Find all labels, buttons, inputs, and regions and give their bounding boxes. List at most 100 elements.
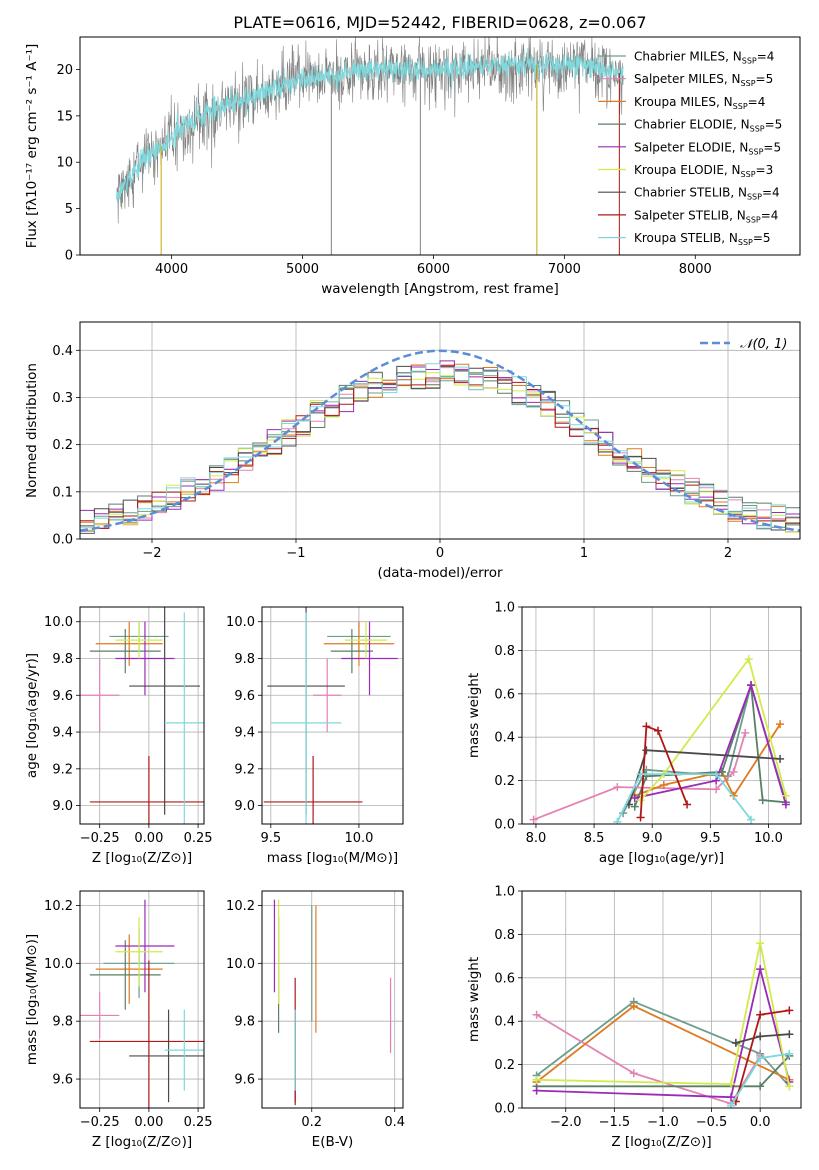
series-marker xyxy=(756,1082,765,1091)
y-tick-label: 0.6 xyxy=(494,971,515,986)
series-marker xyxy=(776,720,785,729)
series-line xyxy=(536,1013,761,1105)
legend-nssp: =5 xyxy=(756,72,774,86)
series-salpeter-elodie xyxy=(630,681,790,809)
series-marker xyxy=(756,1010,765,1019)
series-marker xyxy=(630,802,639,811)
histogram-kroupa-stelib xyxy=(80,363,800,529)
legend-label: Salpeter STELIB, NSSP=4 xyxy=(634,208,778,224)
series-marker xyxy=(532,1010,541,1019)
y-tick-label: 0 xyxy=(65,249,73,264)
series-marker xyxy=(785,1030,794,1039)
x-tick-label: 9.5 xyxy=(700,831,721,846)
legend-label: 𝒩(0, 1) xyxy=(740,337,787,352)
legend-subscript: SSP xyxy=(742,57,757,66)
x-tick-label: 0.4 xyxy=(384,1115,405,1130)
errorbar-salpeter-miles xyxy=(80,992,120,1039)
series-marker xyxy=(731,1038,740,1047)
x-axis-label: E(B-V) xyxy=(312,1134,354,1150)
legend-nssp: =4 xyxy=(748,95,766,109)
series-kroupa-stelib xyxy=(613,770,756,824)
series-marker xyxy=(654,726,663,735)
axes-mass-vs-Z: −0.25 0.00 0.25 9.6 9.8 10.0 10.2 Z [log₁₀(Z/Z⊙… xyxy=(24,890,213,1150)
errorbar-chabrier-elodie xyxy=(89,629,161,674)
y-tick-label: 1.0 xyxy=(494,885,515,900)
errorbar-kroupa-stelib xyxy=(164,612,204,824)
series-line xyxy=(639,657,787,801)
y-tick-label: 0.1 xyxy=(52,485,73,500)
errorbar-kroupa-elodie xyxy=(115,621,163,659)
y-tick-label: 9.6 xyxy=(234,689,255,704)
series-marker xyxy=(741,728,750,737)
y-tick-label: 9.8 xyxy=(52,1015,73,1030)
x-tick-label: 8000 xyxy=(679,262,712,277)
x-tick-label: 0.00 xyxy=(134,831,163,846)
axes-residuals: −2 −1 0 1 2 0.0 0.1 0.2 0.3 0.4 (data-model)/error… xyxy=(24,321,801,581)
y-axis-label: Normed distribution xyxy=(24,363,40,498)
x-tick-label: 0.2 xyxy=(301,1115,322,1130)
legend-label: Salpeter MILES, NSSP=5 xyxy=(634,72,773,88)
errorbar-chabrier-elodie xyxy=(89,940,161,1010)
y-tick-label: 9.0 xyxy=(52,799,73,814)
legend-subscript: SSP xyxy=(746,215,761,224)
x-tick-label: 0.25 xyxy=(184,831,213,846)
series-marker xyxy=(727,1093,736,1102)
y-tick-label: 9.6 xyxy=(52,1073,73,1088)
x-axis-label: Z [log₁₀(Z/Z⊙)] xyxy=(92,1134,192,1150)
axes-frame xyxy=(79,36,801,256)
series-marker xyxy=(613,817,622,824)
series-marker xyxy=(636,813,645,822)
series-salpeter-stelib xyxy=(636,722,692,822)
x-axis-label: Z [log₁₀(Z/Z⊙)] xyxy=(92,850,192,866)
series-salpeter-miles xyxy=(529,728,750,824)
errorbar-chabrier-stelib xyxy=(129,1009,204,1103)
series-chabrier-stelib xyxy=(731,1030,794,1047)
series-marker xyxy=(683,800,692,809)
axes-frame xyxy=(521,890,802,1109)
x-tick-label: 2 xyxy=(724,546,732,561)
errorbar-salpeter-stelib xyxy=(89,755,204,824)
series-marker xyxy=(744,655,753,664)
x-tick-label: 0 xyxy=(436,546,444,561)
y-tick-label: 1.0 xyxy=(494,601,515,616)
y-axis-label: Flux [fλ10⁻¹⁷ erg cm⁻² s⁻¹ A⁻¹] xyxy=(24,44,40,249)
y-tick-label: 9.4 xyxy=(52,726,73,741)
x-axis-label: mass [log₁₀(M/M⊙)] xyxy=(267,850,398,866)
series-marker xyxy=(529,815,538,824)
series-marker xyxy=(630,793,639,802)
plot-area-age-vs-Z xyxy=(80,607,204,824)
series-marker xyxy=(785,1006,794,1015)
spectrum-data-line xyxy=(116,37,624,224)
legend-subscript: SSP xyxy=(741,79,756,88)
x-tick-label: 0.0 xyxy=(750,1115,771,1130)
errorbar-salpeter-elodie xyxy=(115,621,175,696)
x-tick-label: −1 xyxy=(286,546,305,561)
series-salpeter-elodie xyxy=(532,965,794,1102)
y-tick-label: 9.2 xyxy=(52,762,73,777)
x-tick-label: −0.5 xyxy=(696,1115,728,1130)
series-marker xyxy=(712,770,721,779)
axes-frame xyxy=(261,606,404,825)
x-tick-label: −2.0 xyxy=(550,1115,582,1130)
y-axis-label: mass weight xyxy=(466,957,482,1042)
errorbar-kroupa-stelib xyxy=(270,612,342,824)
x-tick-label: 1 xyxy=(580,546,588,561)
series-marker xyxy=(659,780,668,789)
plot-area-weight-vs-age xyxy=(529,655,790,824)
errorbar-kroupa-elodie xyxy=(344,621,388,659)
x-tick-label: 4000 xyxy=(155,262,188,277)
axes-frame xyxy=(79,321,801,540)
legend-subscript: SSP xyxy=(741,170,756,179)
spectrum-model-line xyxy=(116,48,624,203)
series-marker xyxy=(727,1101,736,1108)
y-tick-label: 0.2 xyxy=(494,1058,515,1073)
x-axis-label: (data-model)/error xyxy=(377,565,503,581)
series-marker xyxy=(636,796,645,805)
y-tick-label: 9.6 xyxy=(234,1073,255,1088)
axes-age-vs-Z: −0.25 0.00 0.25 9.0 9.2 9.4 9.6 9.8 10.0 Z [log₁₀… xyxy=(24,606,213,866)
legend-label: Kroupa STELIB, NSSP=5 xyxy=(634,231,771,247)
y-tick-label: 0.0 xyxy=(494,1102,515,1117)
x-tick-label: 0.25 xyxy=(184,1115,213,1130)
y-tick-label: 0.8 xyxy=(494,644,515,659)
series-marker xyxy=(636,770,645,779)
